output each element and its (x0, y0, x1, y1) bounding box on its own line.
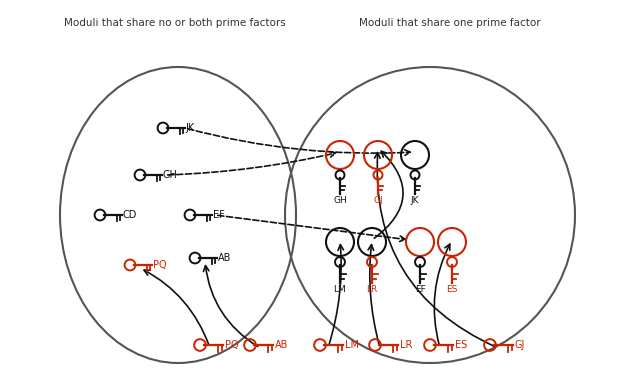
Text: GH: GH (333, 196, 347, 205)
Text: LM: LM (333, 285, 346, 294)
Text: PQ: PQ (153, 260, 166, 270)
Text: PQ: PQ (225, 340, 238, 350)
Text: LR: LR (366, 285, 378, 294)
Text: Moduli that share no or both prime factors: Moduli that share no or both prime facto… (64, 18, 286, 28)
Text: ES: ES (446, 285, 458, 294)
Text: EF: EF (415, 285, 426, 294)
Text: JK: JK (411, 196, 419, 205)
Text: Moduli that share one prime factor: Moduli that share one prime factor (359, 18, 541, 28)
Text: GH: GH (163, 170, 178, 180)
Text: ES: ES (454, 340, 467, 350)
Text: GJ: GJ (373, 196, 383, 205)
Text: LR: LR (400, 340, 412, 350)
Text: AB: AB (218, 253, 231, 263)
Text: CD: CD (123, 210, 137, 220)
Text: AB: AB (275, 340, 288, 350)
Text: LM: LM (345, 340, 358, 350)
Text: EF: EF (212, 210, 225, 220)
Text: GJ: GJ (515, 340, 525, 350)
Text: JK: JK (186, 123, 195, 133)
